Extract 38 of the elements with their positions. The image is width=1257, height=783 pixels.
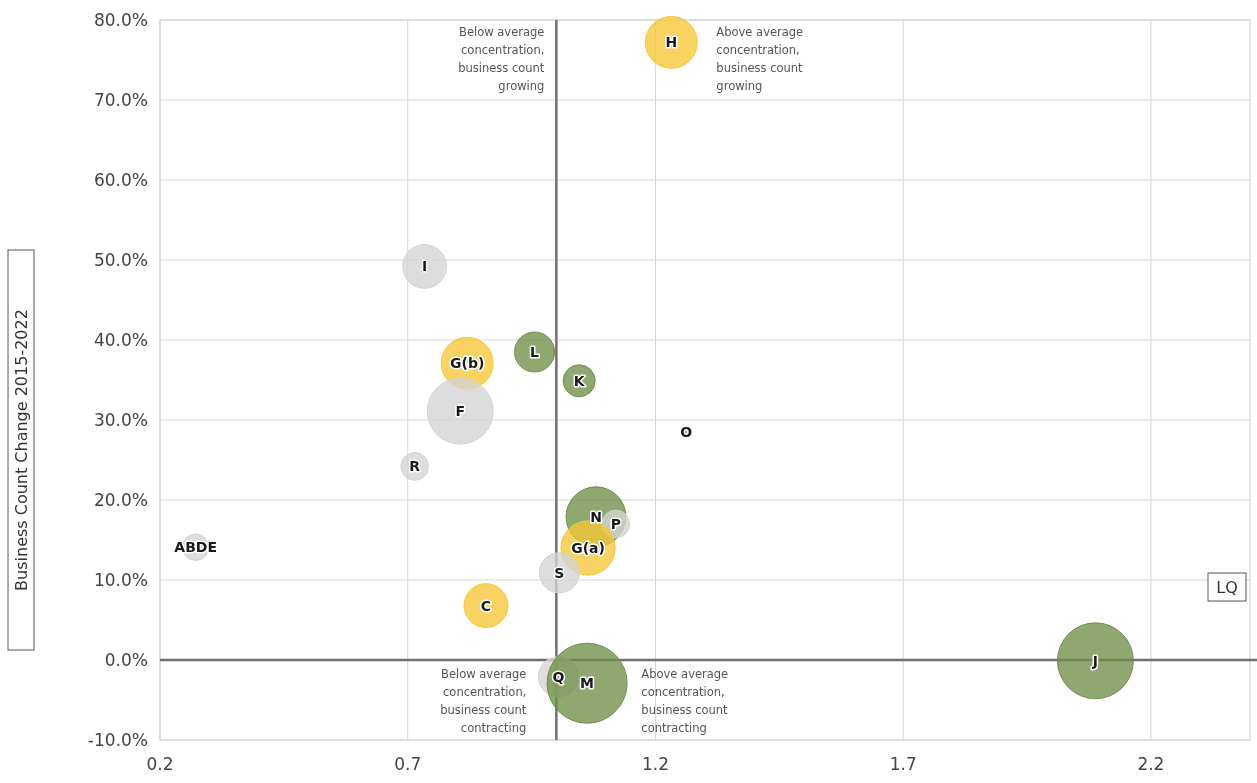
y-tick-label: -10.0% (87, 730, 148, 750)
annotation: F (455, 403, 466, 420)
y-tick-label: 60.0% (93, 170, 148, 190)
annotation: Below average concentration, business count contracting (440, 667, 527, 735)
y-tick-label: 40.0% (93, 330, 148, 350)
annotation: M (580, 675, 595, 692)
annotation: Below average concentration, business count growing (458, 25, 545, 93)
x-tick-label: 0.7 (394, 754, 422, 774)
annotation: Above average concentration, business count contracting (641, 667, 729, 735)
annotation: G(b) (450, 355, 485, 372)
x-tick-label: 1.2 (641, 754, 669, 774)
y-tick-label: 70.0% (93, 90, 148, 110)
y-tick-label: 50.0% (93, 250, 148, 270)
x-tick-label: 2.2 (1137, 754, 1165, 774)
annotation: C (480, 597, 492, 614)
annotation: G(a) (571, 540, 605, 556)
y-tick-label: 30.0% (93, 410, 148, 430)
x-tick-label: 0.2 (146, 754, 174, 774)
annotation: L (530, 344, 540, 360)
annotation: S (554, 564, 565, 581)
annotation: Above average concentration, business count growing (716, 25, 804, 93)
x-axis-title: LQ (1216, 578, 1238, 597)
y-tick-label: 0.0% (104, 650, 148, 670)
y-tick-label: 80.0% (93, 10, 148, 30)
y-axis-title: Business Count Change 2015-2022 (12, 309, 31, 591)
annotation: P (610, 516, 621, 532)
annotation: H (665, 34, 678, 51)
annotation: O (680, 424, 693, 440)
annotation: J (1091, 652, 1099, 669)
y-tick-label: 20.0% (93, 490, 148, 510)
annotation: K (573, 372, 586, 389)
annotation: Q (552, 668, 565, 685)
annotation: ABDE (174, 539, 218, 556)
annotation: I (421, 258, 428, 275)
annotation: R (409, 458, 421, 475)
x-tick-label: 1.7 (889, 754, 917, 774)
annotation: N (590, 508, 602, 525)
y-tick-label: 10.0% (93, 570, 148, 590)
